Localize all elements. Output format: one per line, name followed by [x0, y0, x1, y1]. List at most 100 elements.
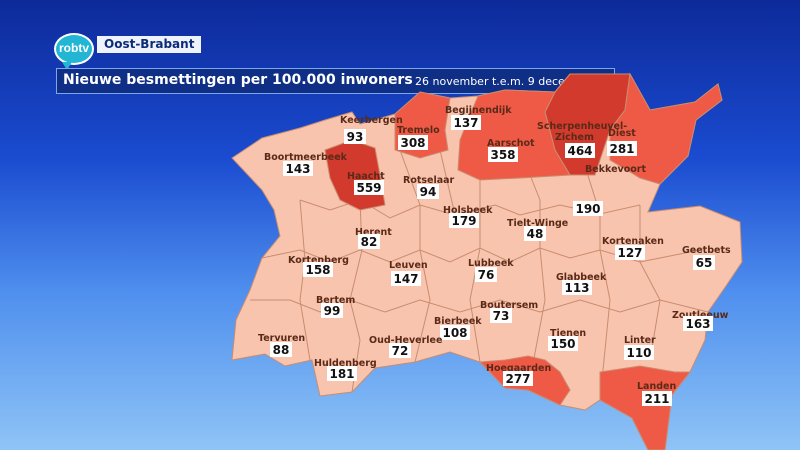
border-line — [414, 205, 431, 363]
value-bierbeek: 108 — [442, 326, 467, 340]
border-line — [639, 205, 661, 361]
municipality-name-linter: Linter — [624, 335, 656, 346]
municipality-name-aarschot: Aarschot — [487, 138, 535, 149]
border-line — [299, 199, 311, 361]
value-landen: 211 — [644, 392, 669, 406]
border-line — [261, 247, 701, 263]
border-line — [250, 299, 709, 313]
border-line — [599, 214, 611, 401]
municipality-name-bierbeek: Bierbeek — [434, 316, 482, 327]
logo-text: robtv — [59, 41, 89, 55]
value-aarschot: 358 — [490, 148, 515, 162]
border-line — [349, 199, 363, 393]
value-badge-hoegaarden — [503, 371, 533, 386]
value-badge-tervuren — [270, 342, 292, 357]
value-begijnendijk: 137 — [453, 116, 478, 130]
value-keerbergen: 93 — [347, 130, 364, 144]
value-badge-herent — [358, 234, 380, 249]
value-rotselaar: 94 — [420, 185, 437, 199]
value-badge-boortmeerbeek — [283, 161, 313, 176]
municipality-name-oud-heverlee: Oud-Heverlee — [369, 335, 442, 346]
municipality-name-glabbeek: Glabbeek — [556, 272, 607, 283]
municipality-name-kortenberg: Kortenberg — [288, 255, 349, 266]
value-badge-tremelo — [398, 135, 428, 150]
border-line — [527, 200, 546, 391]
value-haacht: 559 — [356, 181, 381, 195]
municipality-name-holsbeek: Holsbeek — [443, 205, 493, 216]
municipality-name-herent: Herent — [355, 227, 392, 238]
municipality-name-haacht: Haacht — [347, 171, 385, 182]
municipality-name-tervuren: Tervuren — [258, 333, 305, 344]
value-geetbets: 65 — [696, 256, 713, 270]
value-boortmeerbeek: 143 — [285, 162, 310, 176]
municipality-area-landen — [599, 365, 692, 450]
municipality-name-scherpenheuvel-zichem: Scherpenheuvel- — [537, 121, 627, 132]
value-diest: 281 — [609, 142, 634, 156]
region-label: Oost-Brabant — [97, 36, 202, 53]
municipality-name-diest: Diest — [608, 128, 636, 139]
value-oud-heverlee: 72 — [392, 344, 409, 358]
value-badge-bekkevoort — [573, 201, 603, 216]
value-badge-bierbeek — [440, 325, 470, 340]
value-tervuren: 88 — [273, 343, 290, 357]
value-kortenberg: 158 — [305, 263, 330, 277]
municipality-name-tremelo: Tremelo — [397, 125, 440, 136]
value-hoegaarden: 277 — [505, 372, 530, 386]
value-badge-tielt-winge — [524, 226, 546, 241]
municipality-name-boortmeerbeek: Boortmeerbeek — [264, 152, 348, 163]
value-badge-kortenaken — [615, 245, 645, 260]
value-linter: 110 — [626, 346, 651, 360]
value-badge-scherpenheuvel-zichem — [565, 143, 595, 158]
map-title: Nieuwe besmettingen per 100.000 inwoners — [63, 72, 413, 88]
municipality-name-hoegaarden: Hoegaarden — [486, 363, 551, 374]
value-badge-oud-heverlee — [389, 343, 411, 358]
value-badge-rotselaar — [417, 184, 439, 199]
value-glabbeek: 113 — [564, 281, 589, 295]
value-badge-linter — [624, 345, 654, 360]
border-line — [439, 149, 456, 216]
municipality-name-bekkevoort: Bekkevoort — [585, 164, 646, 175]
value-badge-holsbeek — [449, 213, 479, 228]
value-badge-haacht — [354, 180, 384, 195]
value-badge-boutersem — [490, 308, 512, 323]
municipality-name-kortenaken: Kortenaken — [602, 236, 664, 247]
value-lubbeek: 76 — [478, 268, 495, 282]
municipality-area-aarschot — [457, 89, 571, 181]
value-herent: 82 — [361, 235, 378, 249]
municipality-name-scherpenheuvel-zichem-line2: Zichem — [555, 132, 594, 143]
value-tienen: 150 — [550, 337, 575, 351]
value-badge-zoutleeuw — [683, 316, 713, 331]
value-badge-tienen — [548, 336, 578, 351]
value-badge-glabbeek — [562, 280, 592, 295]
value-boutersem: 73 — [493, 309, 510, 323]
value-tremelo: 308 — [400, 136, 425, 150]
value-badge-keerbergen — [344, 129, 366, 144]
municipality-name-geetbets: Geetbets — [682, 245, 731, 256]
value-badge-bertem — [321, 303, 343, 318]
municipality-name-bertem: Bertem — [316, 295, 355, 306]
value-tielt-winge: 48 — [527, 227, 544, 241]
robtv-logo: robtv — [54, 33, 94, 70]
value-leuven: 147 — [393, 272, 418, 286]
title-bar: Nieuwe besmettingen per 100.000 inwoners… — [56, 68, 615, 94]
municipality-name-boutersem: Boutersem — [480, 300, 538, 311]
value-badge-geetbets — [693, 255, 715, 270]
value-badge-huldenberg — [327, 366, 357, 381]
municipality-name-keerbergen: Keerbergen — [340, 115, 403, 126]
date-range: 26 november t.e.m. 9 december — [415, 75, 594, 88]
municipality-name-zoutleeuw: Zoutleeuw — [672, 310, 729, 321]
municipality-name-rotselaar: Rotselaar — [403, 175, 455, 186]
value-badge-lubbeek — [475, 267, 497, 282]
value-holsbeek: 179 — [451, 214, 476, 228]
municipality-name-leuven: Leuven — [389, 260, 428, 271]
municipality-name-tielt-winge: Tielt-Winge — [507, 218, 568, 229]
value-badge-diest — [607, 141, 637, 156]
value-huldenberg: 181 — [329, 367, 354, 381]
value-zoutleeuw: 163 — [685, 317, 710, 331]
value-badge-aarschot — [488, 147, 518, 162]
municipality-name-tienen: Tienen — [550, 328, 586, 339]
value-kortenaken: 127 — [617, 246, 642, 260]
municipality-name-begijnendijk: Begijnendijk — [445, 105, 512, 116]
value-badge-kortenberg — [303, 262, 333, 277]
